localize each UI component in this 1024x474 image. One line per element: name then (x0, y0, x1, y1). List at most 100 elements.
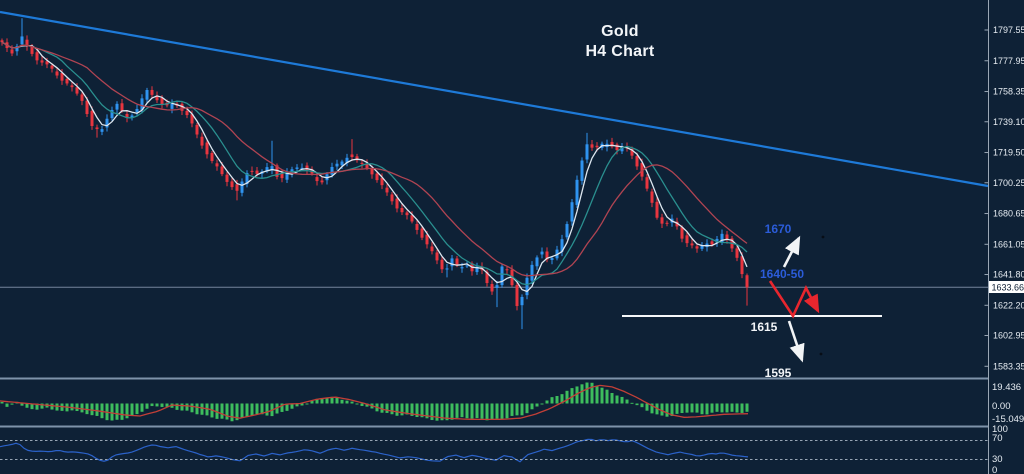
candle-body (20, 36, 24, 45)
macd-bar (235, 403, 239, 421)
candle-body (330, 166, 334, 175)
price-tick-label: 1777.95 (993, 56, 1024, 66)
candle-body (40, 60, 44, 63)
candle-body (255, 170, 259, 174)
macd-bar (590, 382, 594, 404)
macd-bar (410, 403, 414, 416)
candles-series[interactable] (0, 18, 749, 330)
candle-body (320, 180, 324, 183)
macd-bar (240, 403, 244, 419)
candle-body (500, 266, 504, 286)
candle-body (635, 156, 639, 167)
candle-body (305, 165, 309, 170)
candle-body (160, 97, 164, 105)
candle-body (650, 191, 654, 203)
macd-bar (545, 400, 549, 404)
arrow-up-white[interactable] (782, 235, 801, 268)
macd-bar (395, 403, 399, 416)
macd-bar (525, 403, 529, 414)
candle-body (590, 144, 594, 148)
candle-body (435, 252, 439, 261)
macd-bar (320, 398, 324, 404)
candle-body (250, 170, 254, 172)
macd-bar (155, 403, 159, 407)
macd-bar (700, 403, 704, 415)
candle-body (465, 265, 469, 267)
moving-average-medium[interactable] (1, 41, 748, 286)
candle-body (535, 257, 539, 267)
macd-bar (365, 403, 369, 407)
annotation-target-1595[interactable]: 1595 (765, 366, 792, 380)
macd-bar (300, 403, 304, 406)
macd-bar (85, 403, 89, 415)
macd-bar (280, 403, 284, 412)
zigzag-arrow-red[interactable] (768, 280, 820, 319)
macd-bar (310, 400, 314, 404)
macd-bar (730, 403, 734, 412)
annotation-support-1615[interactable]: 1615 (751, 320, 778, 334)
candle-body (85, 100, 89, 115)
macd-bar (20, 403, 24, 406)
macd-bar (675, 403, 679, 414)
macd-bar (55, 403, 59, 411)
macd-bar (390, 403, 394, 415)
macd-bar (245, 403, 249, 417)
macd-bar (535, 403, 539, 407)
macd-bar (80, 403, 84, 413)
candle-body (610, 141, 614, 147)
arrow-down-white[interactable] (787, 320, 805, 363)
price-tick-label: 1758.35 (993, 87, 1024, 97)
price-tick-label: 1739.10 (993, 117, 1024, 127)
candle-body (90, 110, 94, 127)
macd-histogram[interactable] (0, 382, 749, 422)
candle-body (425, 234, 429, 245)
candle-body (680, 227, 684, 239)
macd-bar (475, 403, 479, 419)
macd-signal-line[interactable] (0, 384, 749, 421)
macd-bar (35, 403, 39, 410)
annotation-zone-1640-50[interactable]: 1640-50 (760, 267, 804, 281)
candle-body (15, 46, 19, 52)
candle-body (190, 114, 194, 124)
candle-body (340, 161, 344, 166)
descending-trendline[interactable] (0, 10, 989, 188)
macd-bar (110, 403, 114, 421)
candle-body (565, 224, 569, 238)
macd-bar (135, 403, 139, 415)
candle-body (405, 212, 409, 216)
rsi-line[interactable] (0, 438, 749, 463)
candle-body (630, 148, 634, 156)
candle-body (720, 233, 724, 243)
macd-bar (195, 403, 199, 415)
candle-body (145, 90, 149, 100)
macd-bar (70, 403, 74, 411)
macd-bar (140, 403, 144, 412)
price-tick-label: 1602.95 (993, 331, 1024, 341)
candle-body (430, 246, 434, 252)
macd-bar (555, 396, 559, 404)
candle-body (385, 187, 389, 193)
rsi-axis-30: 30 (992, 454, 1003, 465)
macd-bar (705, 403, 709, 415)
candle-body (380, 177, 384, 186)
annotation-target-1670[interactable]: 1670 (765, 222, 792, 236)
macd-bar (95, 403, 99, 416)
macd-bar (265, 403, 269, 416)
candle-body (575, 179, 579, 205)
macd-bar (30, 403, 34, 410)
macd-bar (710, 403, 714, 413)
macd-bar (315, 398, 319, 404)
macd-bar (565, 390, 569, 404)
candle-body (275, 165, 279, 177)
macd-bar (450, 403, 454, 420)
candle-body (65, 78, 69, 84)
candle-body (715, 238, 719, 243)
price-tick-label: 1583.35 (993, 361, 1024, 371)
moving-average-slow[interactable] (1, 41, 748, 277)
macd-bar (690, 403, 694, 413)
candle-body (695, 246, 699, 249)
macd-bar (180, 403, 184, 411)
candle-body (580, 160, 584, 181)
